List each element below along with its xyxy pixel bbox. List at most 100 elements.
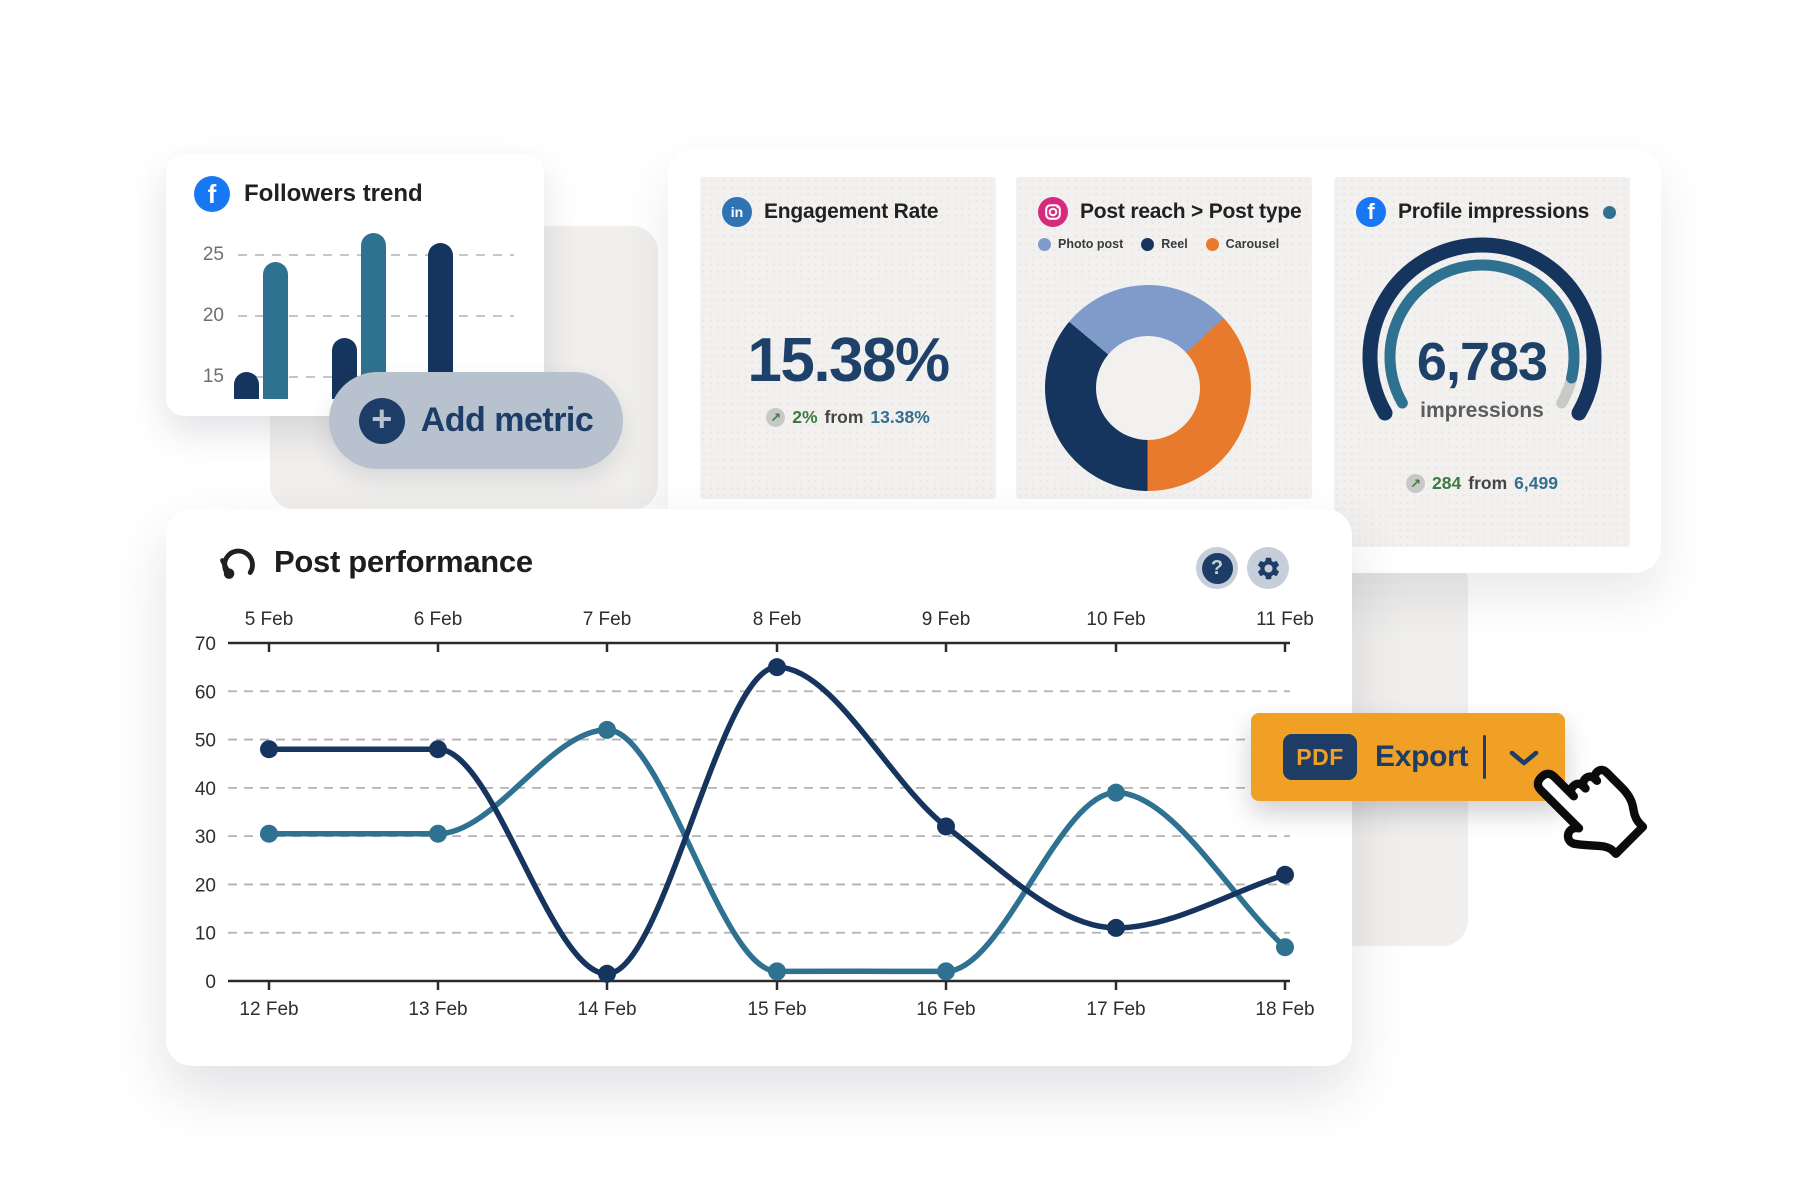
x-axis-bottom-label: 18 Feb <box>1255 999 1314 1020</box>
data-point-series-teal <box>429 824 447 843</box>
y-axis-label: 10 <box>195 924 216 945</box>
x-axis-top-label: 6 Feb <box>414 609 463 630</box>
card-title: Engagement Rate <box>764 200 939 223</box>
legend-dot <box>1205 237 1219 251</box>
instagram-icon <box>1038 197 1068 227</box>
data-point-series-dark-navy <box>768 658 786 677</box>
impressions-value: 6,783 <box>1416 332 1548 392</box>
delta-from-label: from <box>824 407 864 427</box>
legend-item: Carousel <box>1205 237 1280 251</box>
x-axis-bottom-label: 15 Feb <box>747 999 806 1020</box>
legend-label: Carousel <box>1225 237 1280 251</box>
add-metric-label: Add metric <box>420 401 594 439</box>
post-performance-card: 0 10 20 30 40 50 60 70 5 Feb 12 Feb 6 Feb 13 Feb 7 F… <box>166 509 1352 1066</box>
engagement-rate-value: 15.38% <box>747 326 950 395</box>
card-title: Profile impressions <box>1398 200 1590 223</box>
x-axis-bottom-label: 14 Feb <box>577 999 636 1020</box>
delta-row: ↗ 2% from 13.38% <box>700 407 996 428</box>
card-title: Post performance <box>274 544 533 579</box>
donut-legend: Photo post Reel Carousel <box>1038 237 1279 251</box>
y-axis-label: 20 <box>202 305 224 326</box>
line-series-teal <box>266 727 1288 975</box>
post-reach-card: Post reach > Post type Photo post Reel Car… <box>1016 177 1312 499</box>
gear-icon <box>1257 557 1279 579</box>
data-point-series-dark-navy <box>1107 918 1125 937</box>
data-point-series-dark-navy <box>598 964 616 983</box>
add-metric-button[interactable]: + Add metric <box>329 372 623 469</box>
donut-chart <box>1045 285 1251 491</box>
bar <box>234 372 259 399</box>
speedometer-icon <box>220 548 255 579</box>
legend-item: Reel <box>1141 237 1188 251</box>
x-axis-top-label: 8 Feb <box>753 609 802 630</box>
legend-item: Photo post <box>1038 237 1123 251</box>
x-axis-top-label: 10 Feb <box>1086 609 1145 630</box>
gauge-progress <box>1384 259 1580 409</box>
impressions-unit-label: impressions <box>1420 399 1544 422</box>
delta-from-label: from <box>1468 473 1508 493</box>
y-axis-label: 60 <box>195 682 216 703</box>
x-axis-bottom-label: 12 Feb <box>239 999 298 1020</box>
legend-label: Photo post <box>1058 237 1124 251</box>
card-header: Post reach > Post type <box>1038 197 1302 227</box>
y-axis-label: 50 <box>195 731 216 752</box>
x-axis-top-label: 11 Feb <box>1256 609 1314 630</box>
data-point-series-teal <box>768 962 786 981</box>
delta-change: 2% <box>792 407 818 427</box>
data-point-series-dark-navy <box>429 740 447 759</box>
data-point-series-dark-navy <box>260 740 278 759</box>
trend-up-icon: ↗ <box>766 408 786 427</box>
line-series-dark-navy <box>266 664 1288 977</box>
plus-icon: + <box>358 397 405 444</box>
y-axis-label: 0 <box>205 972 216 993</box>
card-title: Followers trend <box>244 180 423 207</box>
data-point-series-dark-navy <box>1276 865 1294 884</box>
engagement-rate-card: in Engagement Rate 15.38% ↗ 2% from 13.3… <box>700 177 996 499</box>
x-axis-bottom-label: 13 Feb <box>408 999 467 1020</box>
trend-up-icon: ↗ <box>1406 474 1426 493</box>
data-point-series-teal <box>598 720 616 739</box>
kpi-cards-panel: in Engagement Rate 15.38% ↗ 2% from 13.3… <box>668 149 1661 573</box>
y-axis-label: 40 <box>195 779 216 800</box>
card-title: Post reach > Post type <box>1080 200 1302 223</box>
gauge-outer-ring <box>1362 237 1602 421</box>
card-header: Post performance <box>218 543 533 581</box>
facebook-icon: f <box>1356 197 1386 227</box>
metric-color-dot <box>1603 205 1617 219</box>
profile-impressions-card: f Profile impressions 6,783 impressions … <box>1334 177 1630 547</box>
x-axis-bottom-label: 16 Feb <box>916 999 975 1020</box>
data-point-series-teal <box>1276 938 1294 957</box>
line-chart: 0 10 20 30 40 50 60 70 5 Feb 12 Feb 6 Feb 13 Feb 7 F… <box>195 609 1315 1020</box>
data-point-series-dark-navy <box>937 817 955 836</box>
delta-previous-value: 6,499 <box>1514 473 1558 493</box>
help-button[interactable]: ? <box>1196 547 1238 589</box>
y-axis-label: 25 <box>202 244 224 265</box>
bar <box>361 233 386 399</box>
legend-dot <box>1141 237 1155 251</box>
data-point-series-teal <box>1107 783 1125 802</box>
question-mark-icon: ? <box>1201 552 1233 584</box>
delta-row: ↗ 284 from 6,499 <box>1334 473 1630 494</box>
delta-previous-value: 13.38% <box>870 407 930 427</box>
card-header: in Engagement Rate <box>722 197 939 227</box>
data-point-series-teal <box>260 824 278 843</box>
card-header: f Profile impressions <box>1356 197 1617 227</box>
chevron-down-icon[interactable] <box>1509 750 1539 766</box>
pdf-format-badge: PDF <box>1283 734 1357 780</box>
facebook-icon: f <box>194 176 230 212</box>
card-header: f Followers trend <box>194 176 423 212</box>
y-axis-label: 20 <box>195 875 216 896</box>
divider <box>1483 735 1486 779</box>
delta-change: 284 <box>1432 473 1462 493</box>
export-button[interactable]: PDF Export <box>1251 713 1565 801</box>
gauge-chart <box>1362 237 1602 421</box>
x-axis-bottom-label: 17 Feb <box>1086 999 1145 1020</box>
legend-label: Reel <box>1161 237 1188 251</box>
bar <box>263 262 288 399</box>
settings-button[interactable] <box>1247 547 1289 589</box>
export-label: Export <box>1375 740 1469 773</box>
legend-dot <box>1038 237 1051 251</box>
x-axis-top-label: 5 Feb <box>245 609 294 630</box>
x-axis-top-label: 7 Feb <box>583 609 632 630</box>
